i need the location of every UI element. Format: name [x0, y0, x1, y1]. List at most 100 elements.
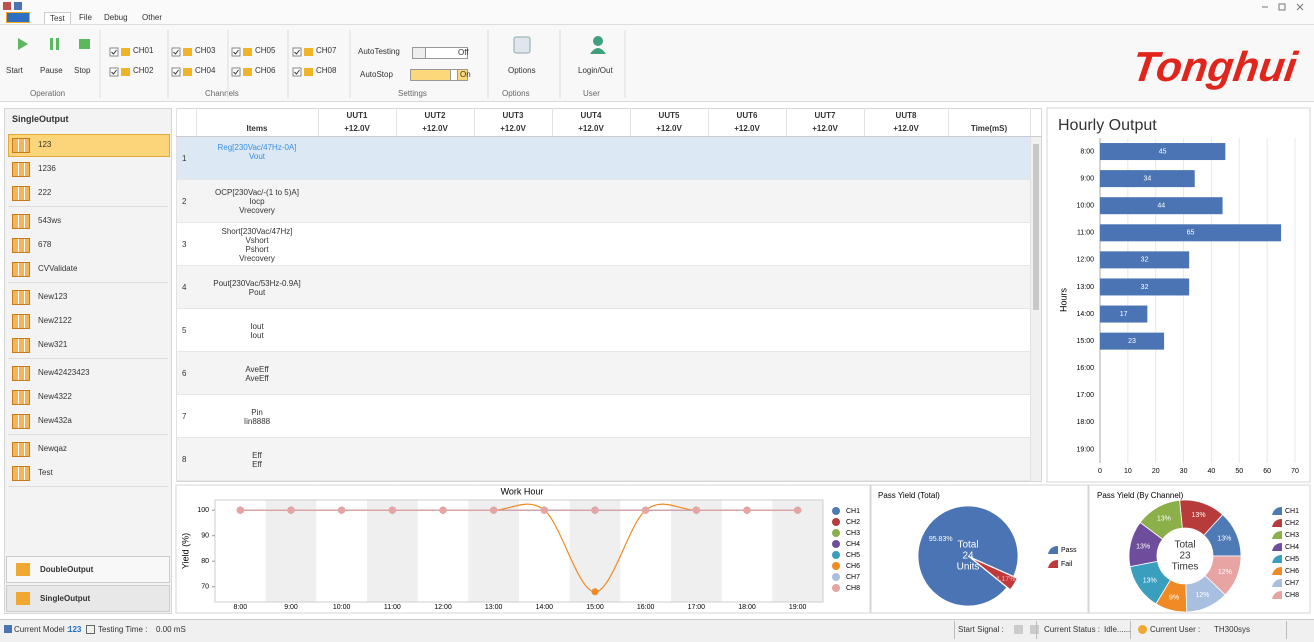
y-tick-label: 18:00 [1076, 419, 1094, 426]
channel-icon [243, 48, 252, 56]
band [671, 500, 722, 602]
value-label: 23 [1128, 338, 1136, 345]
x-tick-label: 16:00 [637, 604, 655, 611]
x-tick-label: 60 [1263, 468, 1271, 475]
center-text: 24 [962, 551, 974, 562]
y-tick-label: 100 [197, 507, 209, 514]
y-tick-label: 90 [201, 533, 209, 540]
x-tick-label: 8:00 [234, 604, 248, 611]
x-tick-label: 50 [1235, 468, 1243, 475]
value-label: 65 [1187, 230, 1195, 237]
x-tick-label: 70 [1291, 468, 1299, 475]
legend-label: CH2 [846, 519, 860, 526]
legend-label: CH5 [1285, 556, 1299, 563]
user-icon [593, 36, 603, 46]
y-tick-label: 70 [201, 584, 209, 591]
x-tick-label: 10 [1124, 468, 1132, 475]
band [772, 500, 823, 602]
x-tick-label: 30 [1180, 468, 1188, 475]
channel-checkbox[interactable] [110, 68, 118, 76]
app-icon [14, 2, 22, 10]
channel-icon [304, 48, 313, 56]
legend-icon [832, 518, 840, 526]
x-tick-label: 15:00 [586, 604, 604, 611]
window-control[interactable] [1279, 4, 1285, 10]
y-tick-label: 15:00 [1076, 338, 1094, 345]
x-tick-label: 14:00 [536, 604, 554, 611]
legend-label: CH1 [1285, 508, 1299, 515]
channel-icon [243, 68, 252, 76]
window-control[interactable] [1297, 4, 1303, 10]
legend-label: CH7 [846, 574, 860, 581]
band [367, 500, 418, 602]
x-tick-label: 19:00 [789, 604, 807, 611]
legend-label: CH6 [1285, 568, 1299, 575]
chart-title: Pass Yield (By Channel) [1097, 491, 1184, 500]
x-tick-label: 10:00 [333, 604, 351, 611]
chart-title: Work Hour [501, 486, 544, 496]
legend-icon [832, 540, 840, 548]
channel-checkbox[interactable] [232, 68, 240, 76]
value-label: 13% [1143, 577, 1157, 584]
value-label: 9% [1169, 594, 1179, 601]
y-tick-label: 12:00 [1076, 257, 1094, 264]
pause-icon [56, 38, 59, 50]
y-axis-title: Hours [1058, 288, 1068, 313]
value-label: 32 [1141, 257, 1149, 264]
channel-checkbox[interactable] [232, 48, 240, 56]
point [693, 507, 700, 514]
channel-icon [121, 48, 130, 56]
channel-checkbox[interactable] [172, 68, 180, 76]
stop-icon [79, 39, 90, 49]
value-label: 45 [1159, 148, 1167, 155]
legend-label: CH5 [846, 552, 860, 559]
y-axis-title: Yield (%) [180, 533, 190, 569]
point [338, 507, 345, 514]
channel-icon [183, 48, 192, 56]
x-tick-label: 20 [1152, 468, 1160, 475]
legend-label: CH4 [846, 541, 860, 548]
point [794, 507, 801, 514]
legend-label: CH3 [1285, 532, 1299, 539]
legend-label: CH3 [846, 530, 860, 537]
point [389, 507, 396, 514]
x-tick-label: 13:00 [485, 604, 503, 611]
channel-checkbox[interactable] [172, 48, 180, 56]
y-tick-label: 13:00 [1076, 284, 1094, 291]
y-tick-label: 11:00 [1077, 230, 1094, 237]
point [592, 507, 599, 514]
point [237, 507, 244, 514]
x-tick-label: 18:00 [738, 604, 756, 611]
legend-label: Pass [1061, 547, 1077, 554]
y-tick-label: 9:00 [1080, 175, 1094, 182]
value-label: 13% [1192, 512, 1206, 519]
channel-checkbox[interactable] [110, 48, 118, 56]
point [490, 507, 497, 514]
channel-checkbox[interactable] [293, 68, 301, 76]
center-text: 23 [1179, 551, 1191, 562]
chart-title: Hourly Output [1058, 117, 1157, 134]
legend-label: CH7 [1285, 580, 1299, 587]
x-tick-label: 0 [1098, 468, 1102, 475]
y-tick-label: 16:00 [1076, 365, 1094, 372]
value-label: 13% [1136, 543, 1150, 550]
value-label: 44 [1157, 203, 1165, 210]
app-icon [3, 2, 11, 10]
x-tick-label: 17:00 [688, 604, 706, 611]
legend-icon [832, 507, 840, 515]
legend-icon [832, 529, 840, 537]
center-text: Times [1172, 562, 1199, 573]
legend-icon [832, 573, 840, 581]
value-label: 95.83% [929, 536, 953, 543]
channel-icon [304, 68, 313, 76]
channel-checkbox[interactable] [293, 48, 301, 56]
legend-label: CH8 [1285, 592, 1299, 599]
x-tick-label: 40 [1208, 468, 1216, 475]
value-label: 12% [1195, 592, 1209, 599]
band [468, 500, 519, 602]
point [288, 507, 295, 514]
legend-label: CH2 [1285, 520, 1299, 527]
value-label: 34 [1143, 175, 1151, 182]
center-text: Units [957, 562, 980, 573]
